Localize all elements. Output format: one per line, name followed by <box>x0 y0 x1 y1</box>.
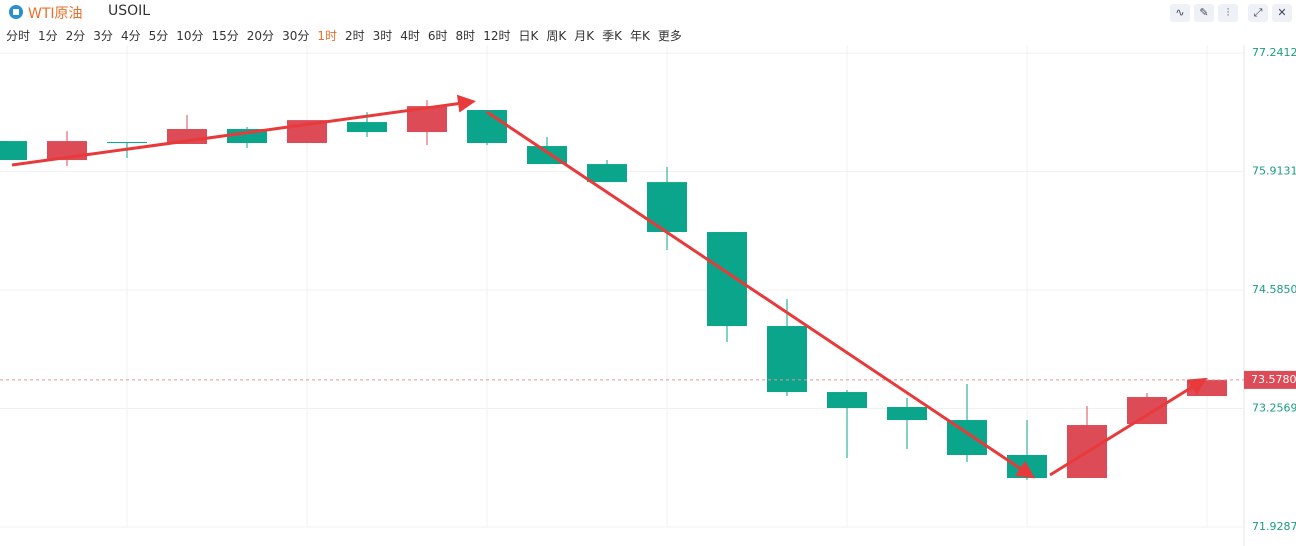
interval-bar: 分时 1分 2分 3分 4分 5分 10分 15分 20分 30分 1时 2时 3时 4时 6时 8时 12时日… <box>6 27 682 44</box>
arrow <box>1049 377 1208 477</box>
interval[interactable]: 月K <box>574 29 595 43</box>
interval[interactable]: 5分 <box>148 29 169 43</box>
interval[interactable]: 周K <box>546 29 567 43</box>
interval[interactable]: 6时 <box>427 29 448 43</box>
annotations <box>11 94 1208 479</box>
current-price-label: 73.5780 <box>1251 373 1296 386</box>
interval[interactable]: 2时 <box>344 29 365 43</box>
y-tick-label: 75.9131 <box>1252 165 1296 178</box>
toolbar: WTI原油 USOIL 分时 1分 2分 3分 4分 5分 10分 15分 20分 30分 1时 2时… <box>0 0 1296 46</box>
candle-body <box>707 232 747 327</box>
interval[interactable]: 20分 <box>246 29 275 43</box>
interval[interactable]: 12时 <box>483 29 511 43</box>
interval[interactable]: 3时 <box>372 29 393 43</box>
interval[interactable]: 15分 <box>211 29 239 43</box>
candle-body <box>587 164 627 183</box>
y-tick-label: 73.2569 <box>1252 402 1296 415</box>
interval[interactable]: 4时 <box>400 29 420 43</box>
arrow <box>11 94 476 167</box>
interval[interactable]: 1时 <box>317 29 337 43</box>
arrow <box>486 110 1035 479</box>
current-price-box <box>1244 370 1296 389</box>
icon <box>9 5 23 19</box>
candle-body <box>1127 397 1167 425</box>
y-tick-label: 74.5850 <box>1252 283 1296 296</box>
candle-body <box>107 142 147 144</box>
tool-button[interactable]: ✕ <box>1272 4 1292 22</box>
interval[interactable]: 年K <box>629 29 650 43</box>
candle-body <box>0 141 27 161</box>
tool-button[interactable]: ⤢ <box>1248 4 1268 22</box>
candle-body <box>767 326 807 393</box>
interval[interactable]: 2分 <box>65 29 86 43</box>
interval[interactable]: 季K <box>602 29 622 43</box>
interval[interactable]: 1分 <box>38 29 58 43</box>
interval[interactable]: 10分 <box>176 29 204 43</box>
symbol[interactable]: USOIL <box>108 3 151 19</box>
y-tick-label: 77.2412 <box>1252 46 1296 59</box>
candle-body <box>347 122 387 133</box>
interval[interactable]: 8时 <box>455 29 476 43</box>
tool-button[interactable]: ✎ <box>1194 4 1214 22</box>
candle-body <box>947 420 987 455</box>
interval[interactable]: 分时 <box>6 29 31 43</box>
interval[interactable]: 日K <box>518 29 539 43</box>
interval[interactable]: 3分 <box>93 29 113 43</box>
interval[interactable]: 4分 <box>120 29 141 43</box>
candle-body <box>467 110 507 144</box>
y-tick-label: 71.9287 <box>1252 520 1296 533</box>
marks: 77.2412 75.9131 74.5850 73.2569 71.9287 73.57… <box>0 45 1296 533</box>
title[interactable]: WTI原油 <box>28 6 83 22</box>
candle-body <box>887 407 927 421</box>
candle-body <box>827 392 867 408</box>
tool-button[interactable]: ∿ <box>1170 4 1190 22</box>
interval[interactable]: 30分 <box>282 29 310 43</box>
tool-button[interactable]: ⫶ <box>1218 4 1238 22</box>
interval[interactable]: 更多 <box>657 29 682 43</box>
